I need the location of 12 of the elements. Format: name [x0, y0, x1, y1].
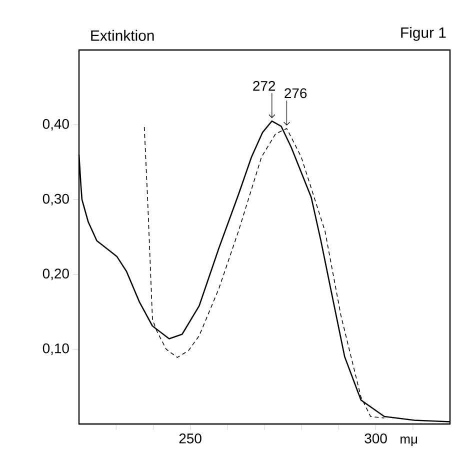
x-tick-label: 250: [179, 434, 202, 444]
y-tick-label: 0,40: [42, 119, 69, 131]
y-tick-label: 0,30: [42, 194, 69, 206]
line-series: [144, 126, 385, 418]
y-tick-label: 0,10: [42, 343, 69, 355]
annotation: 272: [253, 80, 276, 91]
x-tick-label: 300: [364, 434, 387, 444]
y-tick-label: 0,20: [42, 268, 69, 280]
y-axis-title: Extinktion: [91, 30, 154, 41]
x-axis-title: mμ: [400, 436, 418, 446]
chart-title: Figur 1: [401, 26, 446, 41]
annotation: 276: [284, 88, 307, 98]
